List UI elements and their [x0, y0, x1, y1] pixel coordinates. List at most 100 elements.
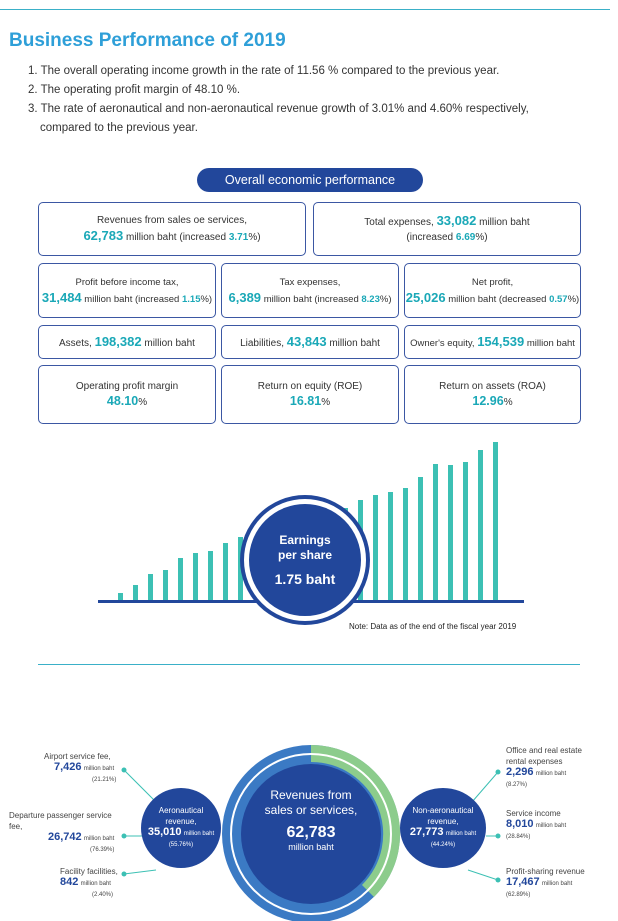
growth-bar	[388, 492, 393, 600]
revenues-value: 62,783	[83, 228, 124, 243]
roa-line: 12.96%	[472, 394, 512, 410]
expenses-value: 33,082	[436, 213, 477, 228]
facility-pct: (2.40%)	[92, 892, 114, 898]
liabilities-value: 43,843	[286, 333, 327, 349]
pbt-end: %)	[200, 293, 213, 305]
aero-value: 35,010	[147, 826, 182, 838]
liabilities-label: Liabilities,	[240, 337, 284, 349]
tax-label: Tax expenses,	[279, 276, 341, 288]
nonaero-unit: million baht	[445, 831, 477, 837]
office-value: 2,296	[506, 766, 534, 778]
aero-value-line: 35,010 million baht	[141, 827, 221, 840]
profit-sharing-item: Profit-sharing revenue 17,467 million ba…	[506, 866, 606, 901]
connector-dot	[121, 871, 127, 877]
growth-bar	[418, 477, 423, 600]
departure-fee-value: 26,742	[48, 831, 82, 843]
summary-point-1: 1. The overall operating income growth i…	[28, 65, 500, 77]
tax-pct: 8.23	[361, 293, 380, 305]
connector-line	[123, 769, 157, 803]
net-end: %)	[567, 293, 580, 305]
opm-unit: %	[138, 397, 148, 408]
net-line: 25,026 million baht (decreased 0.57%)	[406, 290, 579, 307]
net-box: Net profit, 25,026 million baht (decreas…	[404, 263, 581, 318]
profit-sharing-value: 17,467	[506, 876, 540, 888]
pbt-box: Profit before income tax, 31,484 million…	[38, 263, 216, 318]
expenses-line1: Total expenses, 33,082 million baht	[364, 213, 529, 230]
departure-fee-line: 26,742 million baht	[0, 832, 124, 845]
roa-value: 12.96	[472, 394, 504, 408]
facility-item: Facility facilities, 842 million baht (2…	[60, 866, 124, 901]
roe-unit: %	[321, 397, 331, 408]
growth-bar	[463, 462, 468, 600]
service-label: Service income	[506, 809, 561, 818]
assets-value: 198,382	[94, 333, 142, 349]
revenues-pct: 3.71	[228, 232, 249, 243]
nonaero-pct: (44.24%)	[430, 842, 456, 848]
connector-dot	[121, 767, 127, 773]
profit-sharing-label: Profit-sharing revenue	[506, 867, 585, 876]
departure-fee-label: Departure passenger service fee,	[9, 811, 112, 831]
pbt-value: 31,484	[41, 289, 82, 305]
summary-point-3: 3. The rate of aeronautical and non-aero…	[28, 103, 529, 115]
summary-list: 1. The overall operating income growth i…	[28, 62, 588, 138]
service-line: 8,010 million baht	[506, 819, 606, 832]
roe-value: 16.81	[289, 394, 322, 408]
growth-bar	[478, 450, 483, 600]
connector-dot	[495, 833, 501, 839]
tax-end: %)	[379, 293, 392, 305]
expenses-mid: million baht	[479, 217, 530, 228]
center-value: 62,783	[286, 824, 336, 841]
eps-badge: Earnings per share 1.75 baht	[244, 499, 366, 621]
aero-connectors	[123, 769, 157, 875]
net-value: 25,026	[405, 289, 446, 305]
section-divider	[38, 664, 580, 665]
assets-label: Assets,	[59, 337, 92, 349]
connector-dot	[121, 833, 127, 839]
connector-line	[467, 869, 499, 881]
facility-value: 842	[60, 876, 79, 888]
airport-fee-line: 7,426 million baht	[44, 762, 124, 775]
pbt-label: Profit before income tax,	[75, 276, 179, 288]
opm-box: Operating profit margin 48.10%	[38, 365, 216, 424]
growth-bar	[118, 593, 123, 600]
liabilities-unit: million baht	[329, 337, 380, 349]
connector-dot	[495, 769, 501, 775]
office-label2: rental expenses	[506, 757, 563, 766]
airport-fee-label: Airport service fee,	[44, 752, 111, 761]
growth-bar	[223, 543, 228, 600]
opm-line: 48.10%	[107, 394, 147, 410]
growth-bar	[193, 553, 198, 600]
revenues-mid: million baht (increased	[126, 232, 227, 243]
center-unit: million baht	[288, 842, 334, 852]
expenses-end: %)	[475, 232, 488, 243]
summary-point-2: 2. The operating profit margin of 48.10 …	[28, 84, 241, 96]
roa-label: Return on assets (ROA)	[439, 381, 546, 392]
nonaero-circle: Non-aeronautical revenue, 27,773 million…	[400, 788, 486, 868]
pbt-line: 31,484 million baht (increased 1.15%)	[42, 290, 212, 307]
ring-gap	[230, 753, 392, 915]
roa-box: Return on assets (ROA) 12.96%	[404, 365, 581, 424]
roe-box: Return on equity (ROE) 16.81%	[221, 365, 399, 424]
office-rental-item: Office and real estate rental expenses 2…	[506, 745, 614, 791]
growth-bar	[133, 585, 138, 600]
expenses-pct: 6.69	[455, 232, 476, 243]
assets-box: Assets, 198,382 million baht	[38, 325, 216, 359]
nonaero-line1: Non-aeronautical	[412, 806, 474, 815]
facility-label: Facility facilities,	[60, 867, 118, 876]
expenses-label: Total expenses,	[364, 217, 434, 228]
center-line1: Revenues from	[270, 788, 352, 802]
net-label: Net profit,	[471, 276, 514, 288]
aero-circle: Aeronautical revenue, 35,010 million bah…	[141, 788, 221, 868]
nonaero-line2: revenue,	[427, 817, 459, 826]
growth-bar	[373, 495, 378, 600]
assets-line: Assets, 198,382 million baht	[59, 334, 195, 351]
opm-label: Operating profit margin	[75, 381, 179, 392]
growth-bar	[178, 558, 183, 600]
equity-unit: million baht	[526, 337, 575, 349]
growth-bar	[148, 574, 153, 600]
service-value: 8,010	[506, 818, 534, 830]
revenues-end: %)	[248, 232, 261, 243]
opm-value: 48.10	[106, 394, 139, 408]
growth-bar	[163, 570, 168, 600]
growth-bar	[493, 442, 498, 600]
